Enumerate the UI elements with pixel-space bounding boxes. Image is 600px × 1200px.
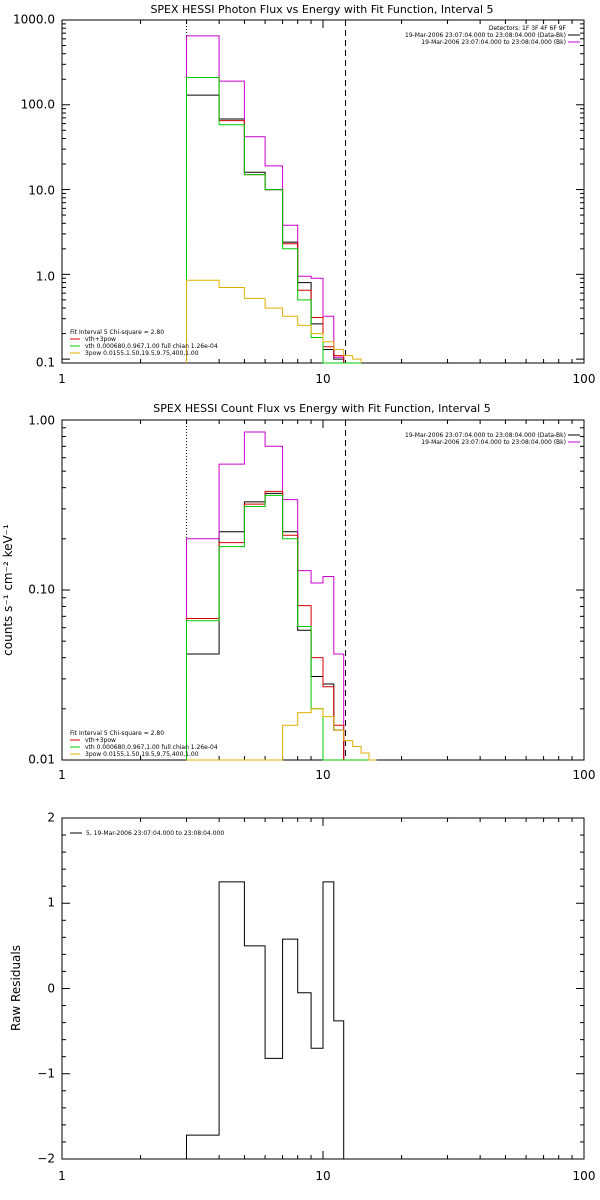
y-tick-label: 0.01 [28, 753, 55, 767]
series-1-step-line [186, 431, 377, 761]
y-tick-label: −2 [37, 1152, 55, 1166]
series-0-step-line [186, 492, 377, 761]
residuals-panel: −2 −1 0 1 2 Raw Residuals 1 10 100 5, 19… [9, 811, 595, 1184]
count-flux-legend: Fit Interval 5 Chi-square = 2.80 vth+3po… [70, 730, 218, 758]
x-tick-label: 10 [315, 768, 330, 782]
data-bk-label: 19-Mar-2006 23:07:04.000 to 23:08:04.000… [405, 32, 566, 39]
x-tick-label: 1 [58, 372, 66, 386]
x-tick-label: 1 [58, 768, 66, 782]
count-flux-info: 19-Mar-2006 23:07:04.000 to 23:08:04.000… [405, 432, 580, 446]
residuals-marks [61, 817, 585, 1160]
y-tick-label: 1.0 [36, 270, 55, 284]
series-2-step-line [186, 490, 377, 761]
count-flux-y-axis-label: counts s⁻¹ cm⁻² keV⁻¹ [1, 524, 15, 656]
x-tick-label: 100 [573, 372, 596, 386]
photon-flux-marks [61, 19, 585, 364]
photon-flux-x-ticks: 1 10 100 [58, 372, 595, 386]
bk-label: 19-Mar-2006 23:07:04.000 to 23:08:04.000… [421, 439, 566, 446]
legend-item-vth-3pow: vth+3pow [85, 737, 116, 744]
series-2-step-line [186, 77, 362, 364]
legend-header: Fit Interval 5 Chi-square = 2.80 [70, 730, 164, 737]
detectors-label: Detectors: 1F 3F 4F 6F 9F [489, 25, 567, 32]
series-3-step-line [186, 494, 377, 761]
photon-flux-info: Detectors: 1F 3F 4F 6F 9F 19-Mar-2006 23… [405, 25, 580, 46]
residuals-y-axis-label: Raw Residuals [9, 945, 23, 1031]
x-tick-label: 100 [573, 768, 596, 782]
count-flux-y-ticks: 0.01 0.10 1.00 [28, 414, 55, 767]
y-tick-label: 0.1 [36, 356, 55, 370]
residuals-y-ticks: −2 −1 0 1 2 [37, 811, 55, 1166]
y-tick-label: 2 [47, 811, 55, 825]
y-tick-label: 100.0 [21, 98, 55, 112]
y-tick-label: −1 [37, 1067, 55, 1081]
residuals-x-ticks: 1 10 100 [58, 1169, 595, 1183]
residuals-legend: 5, 19-Mar-2006 23:07:04.000 to 23:08:04.… [70, 830, 224, 837]
series-4-step-line [186, 279, 362, 363]
y-tick-label: 10.0 [28, 184, 55, 198]
bk-label: 19-Mar-2006 23:07:04.000 to 23:08:04.000… [421, 39, 566, 46]
legend-item-residuals: 5, 19-Mar-2006 23:07:04.000 to 23:08:04.… [86, 830, 224, 837]
legend-item-3pow: 3pow 0.0155,1.50,19.5,9.75,400,1.00 [85, 350, 199, 357]
y-tick-label: 1.00 [28, 414, 55, 428]
legend-header: Fit Interval 5 Chi-square = 2.80 [70, 329, 164, 336]
legend-item-3pow: 3pow 0.0155,1.50,19.5,9.75,400,1.00 [85, 751, 199, 758]
photon-flux-legend: Fit Interval 5 Chi-square = 2.80 vth+3po… [70, 329, 218, 357]
series-4-step-line [186, 708, 377, 761]
count-flux-title: SPEX HESSI Count Flux vs Energy with Fit… [153, 402, 490, 415]
x-tick-label: 100 [573, 1169, 596, 1183]
legend-item-vth: vth 0.000680,0.967,1.00 full chian 1.26e… [85, 744, 218, 751]
y-tick-label: 1 [47, 896, 55, 910]
series-0-step-line [186, 881, 345, 1159]
y-tick-label: 0 [47, 982, 55, 996]
series-3-step-line [186, 77, 362, 364]
legend-item-vth: vth 0.000680,0.967,1.00 full chian 1.26e… [85, 343, 218, 350]
count-flux-x-ticks: 1 10 100 [58, 768, 595, 782]
data-bk-label: 19-Mar-2006 23:07:04.000 to 23:08:04.000… [405, 432, 566, 439]
y-tick-label: 1000.0 [13, 13, 55, 27]
photon-flux-title: SPEX HESSI Photon Flux vs Energy with Fi… [150, 3, 493, 16]
series-1-step-line [186, 35, 362, 364]
x-tick-label: 1 [58, 1169, 66, 1183]
photon-flux-panel: SPEX HESSI Photon Flux vs Energy with Fi… [13, 3, 595, 386]
x-tick-label: 10 [315, 1169, 330, 1183]
legend-item-vth-3pow: vth+3pow [85, 336, 116, 343]
count-flux-panel: SPEX HESSI Count Flux vs Energy with Fit… [1, 402, 595, 782]
count-flux-marks [61, 419, 585, 761]
series-0-step-line [186, 94, 362, 364]
y-tick-label: 0.10 [28, 583, 55, 597]
x-tick-label: 10 [315, 372, 330, 386]
photon-flux-y-ticks: 0.1 1.0 10.0 100.0 1000.0 [13, 13, 55, 370]
